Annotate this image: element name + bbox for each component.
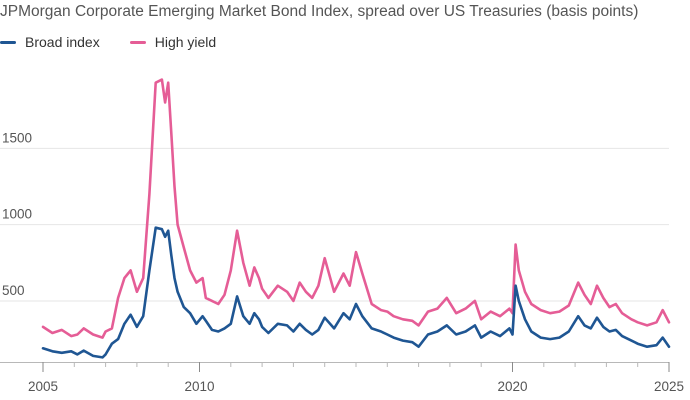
legend-label-broad-index: Broad index (25, 34, 100, 50)
x-tick-label-2010: 2010 (184, 379, 214, 394)
legend: Broad index High yield (0, 34, 246, 50)
series-line-high-yield (41, 78, 671, 339)
legend-item-broad-index: Broad index (0, 34, 100, 50)
legend-swatch-broad-index (0, 40, 16, 44)
y-tick-label-1500: 1500 (2, 130, 32, 145)
x-tick-label-2005: 2005 (28, 379, 58, 394)
legend-item-high-yield: High yield (129, 34, 217, 50)
x-tick-label-2020: 2020 (497, 379, 527, 394)
series-line-broad-index (41, 226, 671, 359)
legend-label-high-yield: High yield (154, 34, 217, 50)
chart-title: JPMorgan Corporate Emerging Market Bond … (0, 3, 639, 20)
y-tick-label-1000: 1000 (2, 207, 32, 222)
legend-swatch-high-yield (129, 40, 146, 44)
y-tick-label-500: 500 (2, 283, 25, 298)
x-tick-label-2025: 2025 (654, 379, 684, 394)
